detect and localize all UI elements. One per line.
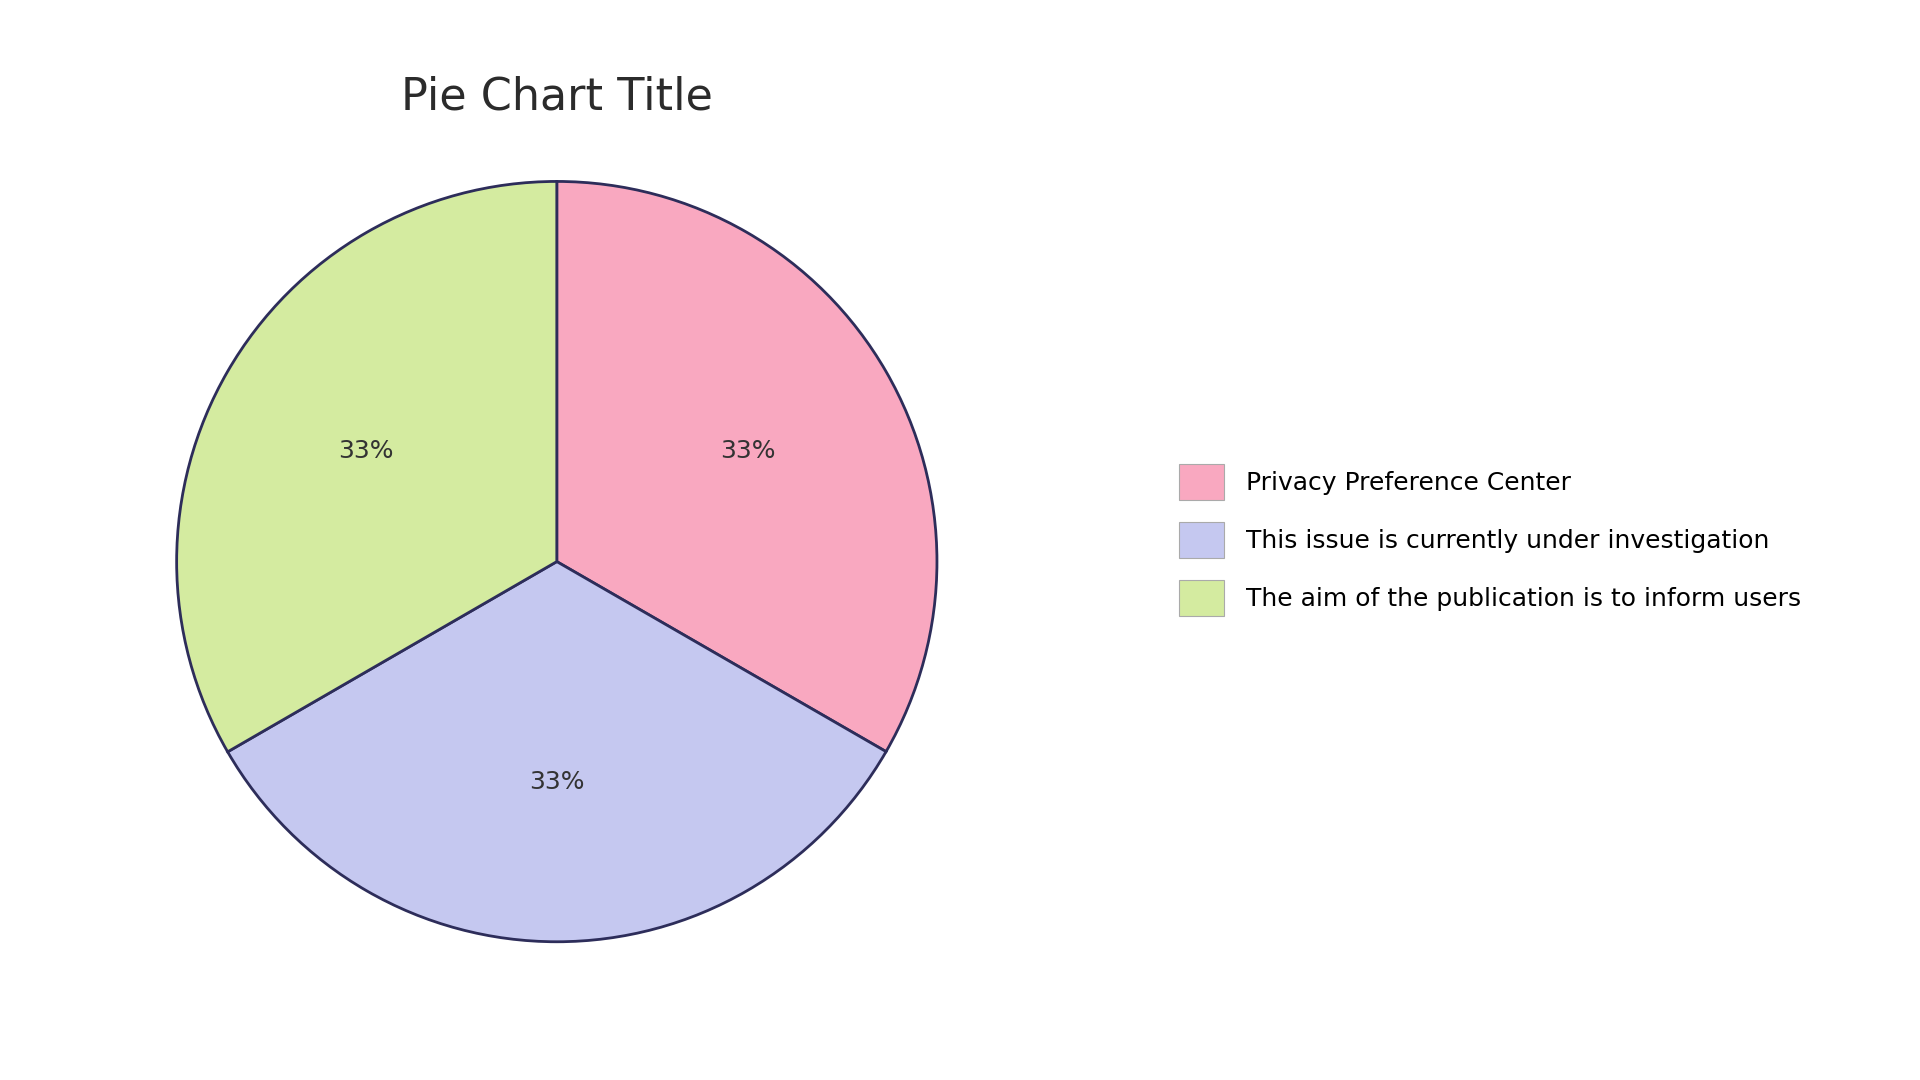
Text: 33%: 33% [720, 440, 776, 463]
Legend: Privacy Preference Center, This issue is currently under investigation, The aim : Privacy Preference Center, This issue is… [1167, 451, 1814, 629]
Wedge shape [177, 181, 557, 752]
Text: Pie Chart Title: Pie Chart Title [401, 76, 712, 119]
Wedge shape [228, 562, 885, 942]
Text: 33%: 33% [530, 770, 584, 794]
Wedge shape [557, 181, 937, 752]
Text: 33%: 33% [338, 440, 394, 463]
